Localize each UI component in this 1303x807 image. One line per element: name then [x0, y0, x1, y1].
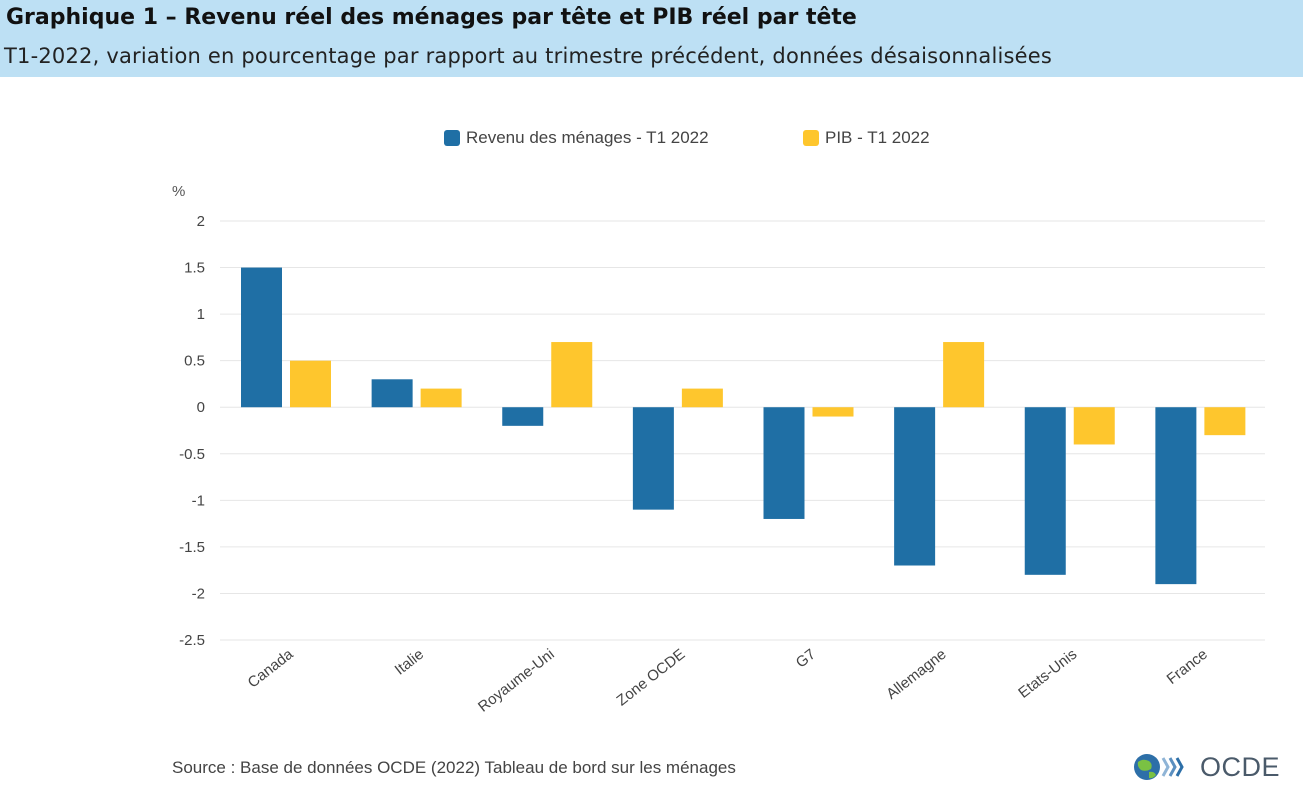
legend-label-revenu: Revenu des ménages - T1 2022	[466, 128, 709, 147]
bar[interactable]	[943, 342, 985, 408]
x-tick-label: G7	[793, 646, 819, 672]
chart-title: Graphique 1 – Revenu réel des ménages pa…	[6, 5, 857, 30]
bar[interactable]	[681, 388, 723, 408]
chart-subtitle: T1-2022, variation en pourcentage par ra…	[4, 44, 1053, 68]
bar[interactable]	[502, 407, 544, 426]
legend: Revenu des ménages - T1 2022 PIB - T1 20…	[0, 128, 1303, 152]
y-tick-label: -2.5	[179, 632, 205, 649]
bar[interactable]	[1073, 407, 1115, 445]
y-axis-unit: %	[172, 183, 186, 200]
y-tick-label: -1	[192, 492, 205, 509]
bar[interactable]	[894, 407, 936, 566]
x-tick-label: Allemagne	[883, 646, 949, 703]
y-tick-label: -1.5	[179, 539, 205, 556]
bar[interactable]	[371, 379, 413, 408]
bar[interactable]	[632, 407, 674, 510]
bar[interactable]	[420, 388, 462, 408]
header-banner: Graphique 1 – Revenu réel des ménages pa…	[0, 0, 1303, 77]
y-tick-label: 2	[197, 213, 205, 230]
x-tick-label: Royaume-Uni	[475, 646, 558, 716]
bar[interactable]	[1204, 407, 1246, 436]
x-tick-label: Canada	[245, 645, 297, 691]
legend-label-pib: PIB - T1 2022	[825, 128, 930, 147]
bar[interactable]	[763, 407, 805, 519]
logo-text: OCDE	[1200, 751, 1281, 782]
legend-item-pib[interactable]: PIB - T1 2022	[803, 128, 930, 148]
bar[interactable]	[290, 360, 331, 408]
bar[interactable]	[1024, 407, 1066, 575]
legend-item-revenu[interactable]: Revenu des ménages - T1 2022	[444, 128, 709, 148]
y-tick-label: 1.5	[184, 260, 205, 277]
y-tick-label: 0.5	[184, 353, 205, 370]
x-tick-label: France	[1164, 646, 1211, 688]
y-tick-label: -2	[192, 585, 205, 602]
legend-swatch-pib	[803, 130, 819, 146]
x-tick-label: Italie	[392, 646, 427, 679]
y-tick-label: -0.5	[179, 446, 205, 463]
x-tick-label: Zone OCDE	[613, 646, 688, 710]
oecd-globe-icon	[1134, 754, 1184, 780]
bar[interactable]	[1155, 407, 1197, 585]
bar[interactable]	[241, 267, 282, 408]
y-tick-label: 1	[197, 306, 205, 323]
x-tick-label: Etats-Unis	[1015, 646, 1080, 702]
source-note: Source : Base de données OCDE (2022) Tab…	[172, 758, 736, 777]
y-tick-label: 0	[197, 399, 205, 416]
oecd-logo: OCDE	[1132, 750, 1280, 784]
legend-swatch-revenu	[444, 130, 460, 146]
bar[interactable]	[551, 342, 593, 408]
bar[interactable]	[812, 407, 854, 417]
